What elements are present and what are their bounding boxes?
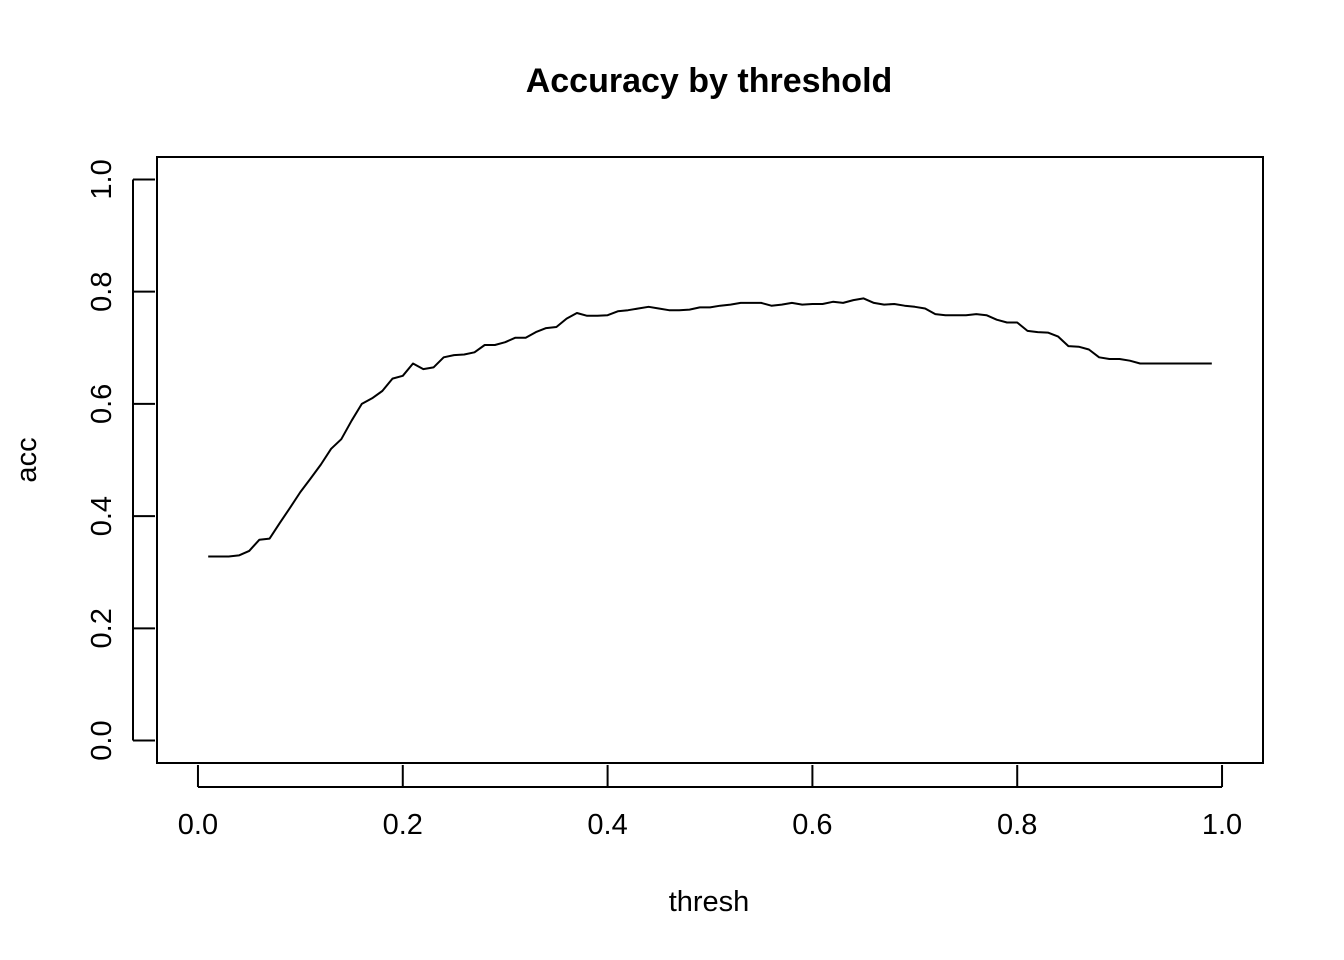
y-tick-label: 1.0 bbox=[86, 159, 118, 199]
x-axis: 0.0 0.2 0.4 0.6 0.8 1.0 bbox=[178, 765, 1242, 841]
y-tick-label: 0.8 bbox=[86, 272, 118, 312]
series-line bbox=[208, 297, 1212, 558]
y-tick-label: 0.0 bbox=[86, 720, 118, 760]
x-tick-label: 1.0 bbox=[1202, 809, 1242, 841]
y-tick-label: 0.4 bbox=[86, 496, 118, 536]
x-tick-label: 0.8 bbox=[997, 809, 1037, 841]
x-tick-label: 0.4 bbox=[587, 809, 627, 841]
chart-title: Accuracy by threshold bbox=[526, 62, 893, 100]
y-axis: 0.0 0.2 0.4 0.6 0.8 1.0 bbox=[86, 159, 155, 761]
x-axis-label: thresh bbox=[669, 886, 750, 918]
y-tick-label: 0.2 bbox=[86, 608, 118, 648]
x-tick-label: 0.2 bbox=[383, 809, 423, 841]
series-layer bbox=[208, 297, 1212, 558]
x-tick-label: 0.6 bbox=[792, 809, 832, 841]
y-axis-label: acc bbox=[11, 437, 43, 482]
x-tick-label: 0.0 bbox=[178, 809, 218, 841]
plot-frame bbox=[156, 156, 1264, 764]
y-tick-label: 0.6 bbox=[86, 384, 118, 424]
